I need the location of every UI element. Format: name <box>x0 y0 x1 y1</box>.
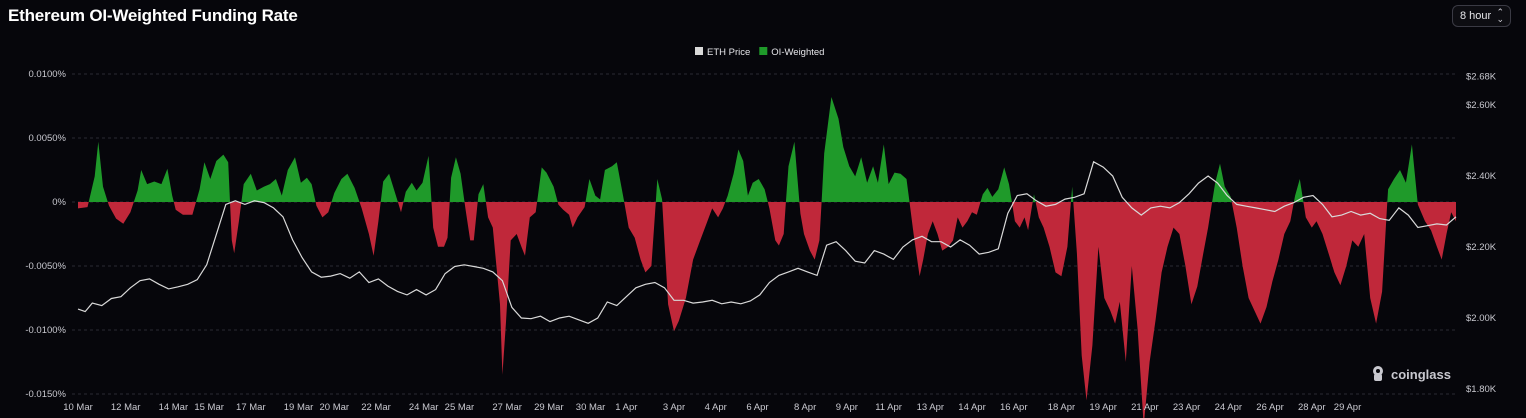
x-tick-label: 24 Apr <box>1215 402 1242 413</box>
x-tick-label: 23 Apr <box>1173 402 1200 413</box>
x-tick-label: 1 Apr <box>615 402 637 413</box>
x-tick-label: 11 Apr <box>875 402 902 413</box>
x-tick-label: 27 Mar <box>492 402 522 413</box>
x-tick-label: 25 Mar <box>445 402 475 413</box>
right-tick-label: $2.40K <box>1466 171 1497 182</box>
x-tick-label: 21 Apr <box>1131 402 1158 413</box>
legend-swatch <box>695 47 703 55</box>
x-tick-label: 14 Apr <box>958 402 985 413</box>
x-tick-label: 16 Apr <box>1000 402 1027 413</box>
x-tick-label: 19 Mar <box>284 402 314 413</box>
x-tick-label: 8 Apr <box>794 402 816 413</box>
x-axis: 10 Mar 12 Mar 14 Mar 15 Mar 17 Mar 19 Mar 20 M… <box>63 402 1361 413</box>
right-axis: $2.68K $2.60K $2.40K $2.20K $2.00K $1.80K <box>1466 72 1497 395</box>
left-axis: 0.0100% 0.0050% 0% -0.0050% -0.0100% -0.0150% <box>25 69 66 400</box>
funding-areas <box>78 97 1456 418</box>
left-tick-label: 0.0100% <box>28 69 66 80</box>
left-tick-label: 0.0050% <box>28 133 66 144</box>
x-tick-label: 13 Apr <box>917 402 944 413</box>
left-tick-label: -0.0100% <box>25 325 66 336</box>
x-tick-label: 4 Apr <box>705 402 727 413</box>
x-tick-label: 28 Apr <box>1298 402 1325 413</box>
x-tick-label: 24 Mar <box>409 402 439 413</box>
left-tick-label: 0% <box>52 197 66 208</box>
right-tick-label: $2.20K <box>1466 242 1497 253</box>
x-tick-label: 9 Apr <box>836 402 858 413</box>
negative-funding-area <box>78 202 1456 418</box>
eth-price-line <box>77 160 1457 324</box>
x-tick-label: 6 Apr <box>746 402 768 413</box>
right-tick-label: $2.60K <box>1466 100 1497 111</box>
legend-swatch <box>759 47 768 55</box>
x-tick-label: 22 Mar <box>361 402 391 413</box>
coinglass-logo-icon <box>1373 366 1383 381</box>
legend-label: ETH Price <box>707 47 750 58</box>
interval-select[interactable]: 8 hour ⌃ ⌄ <box>1452 5 1511 27</box>
x-tick-label: 14 Mar <box>159 402 189 413</box>
x-tick-label: 3 Apr <box>663 402 685 413</box>
right-tick-label: $1.80K <box>1466 384 1497 395</box>
x-tick-label: 18 Apr <box>1048 402 1075 413</box>
left-tick-label: -0.0050% <box>25 261 66 272</box>
x-tick-label: 30 Mar <box>576 402 606 413</box>
chart-title: Ethereum OI-Weighted Funding Rate <box>8 6 298 25</box>
price-line-group <box>77 160 1457 324</box>
x-tick-label: 20 Mar <box>319 402 349 413</box>
legend: ETH Price OI-Weighted <box>695 47 824 58</box>
x-tick-label: 15 Mar <box>194 402 224 413</box>
x-tick-label: 17 Mar <box>236 402 266 413</box>
up-down-chevron-icon: ⌃ ⌄ <box>1496 7 1504 24</box>
x-tick-label: 19 Apr <box>1089 402 1116 413</box>
positive-funding-area <box>78 97 1456 202</box>
legend-label: OI-Weighted <box>771 47 824 58</box>
watermark: coinglass <box>1369 365 1451 383</box>
x-tick-label: 10 Mar <box>63 402 93 413</box>
x-tick-label: 29 Apr <box>1334 402 1361 413</box>
x-tick-label: 12 Mar <box>111 402 141 413</box>
interval-select-value: 8 hour <box>1460 10 1492 22</box>
x-tick-label: 29 Mar <box>534 402 564 413</box>
left-tick-label: -0.0150% <box>25 389 66 400</box>
right-tick-label: $2.00K <box>1466 313 1497 324</box>
watermark-text: coinglass <box>1391 366 1451 382</box>
right-tick-label: $2.68K <box>1466 72 1497 83</box>
x-tick-label: 26 Apr <box>1256 402 1283 413</box>
